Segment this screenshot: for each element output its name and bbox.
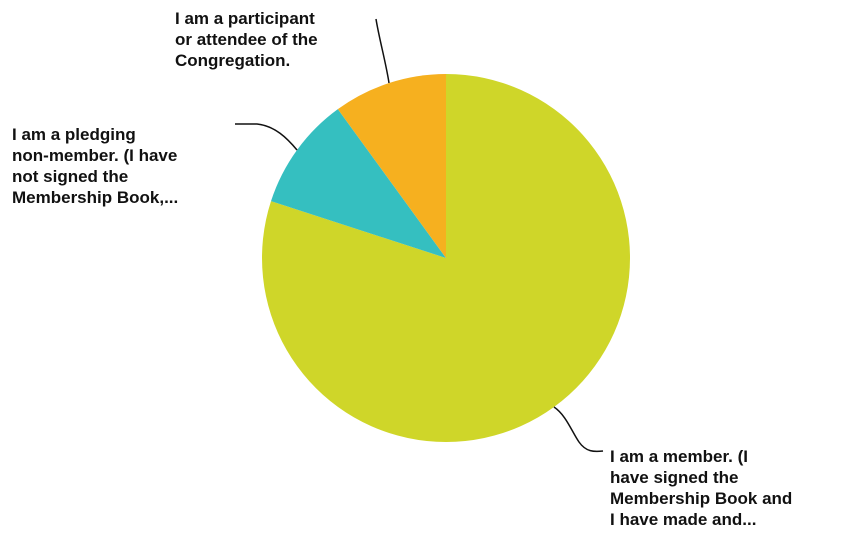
label-line: or attendee of the xyxy=(175,30,318,49)
leader-line-member xyxy=(553,406,604,453)
slice-label-member: I am a member. (I have signed the Member… xyxy=(610,446,792,530)
label-line: Congregation. xyxy=(175,51,291,70)
label-line: non-member. (I have xyxy=(12,146,178,165)
label-line: have signed the xyxy=(610,468,739,487)
label-line: Membership Book and xyxy=(610,489,793,508)
leader-line-participant xyxy=(375,18,390,84)
label-line: I am a pledging xyxy=(12,125,136,144)
pie-slice-participant xyxy=(337,74,446,258)
label-line: Membership Book,... xyxy=(12,188,179,207)
leader-line-pledging-non-member xyxy=(235,123,298,151)
label-line: I have made and... xyxy=(610,510,757,529)
label-line: I am a member. (I xyxy=(610,447,748,466)
pie-slice-member xyxy=(262,74,631,442)
slice-label-pledging-non-member: I am a pledging non-member. (I have not … xyxy=(12,124,178,208)
label-line: I am a participant xyxy=(175,9,315,28)
label-line: not signed the xyxy=(12,167,129,186)
slice-label-participant: I am a participant or attendee of the Co… xyxy=(175,8,318,71)
pie-slice-pledging-non-member xyxy=(271,109,446,258)
